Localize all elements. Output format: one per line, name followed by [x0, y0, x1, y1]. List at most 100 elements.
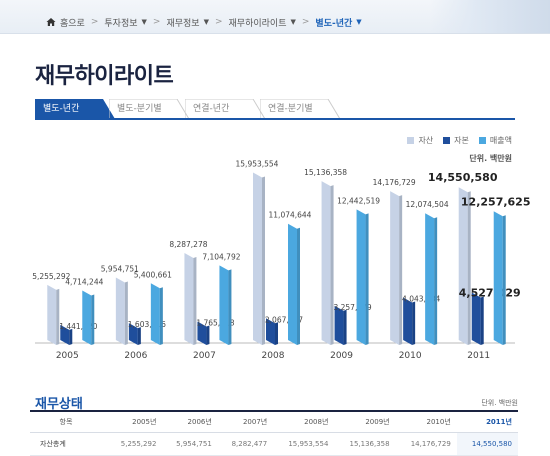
table-cell: 14,550,580 — [456, 432, 518, 456]
data-label-자산-2007: 8,287,278 — [169, 240, 207, 249]
x-tick-label-2009: 2009 — [330, 351, 353, 361]
data-label-매출액-2011: 12,257,625 — [461, 195, 531, 208]
tab-shape — [185, 99, 266, 119]
data-label-자본-2005: 1,441,220 — [59, 322, 97, 331]
bar-side-자산-2007 — [193, 256, 197, 345]
legend-item-asset: 자산 — [407, 135, 433, 146]
data-label-자본-2007: 1,765,218 — [196, 318, 234, 327]
bar-자본-2007 — [197, 321, 207, 345]
table-header: 2007년 — [217, 410, 274, 433]
bar-자본-2011 — [471, 292, 481, 345]
breadcrumb-current-label: 별도-년간 — [315, 18, 353, 29]
bar-자본-2010 — [403, 297, 413, 345]
data-label-자본-2008: 2,067,867 — [265, 315, 303, 324]
breadcrumb-highlight-label: 재무하이라이트 — [228, 18, 287, 29]
table-header: 2006년 — [162, 410, 218, 433]
bar-chart: 5,255,292 1,441,220 4,714,244 2005 5,954,751… — [32, 159, 531, 361]
bar-side-매출액-2011 — [502, 215, 506, 345]
bar-side-자산-2009 — [330, 185, 334, 345]
tab-shape — [109, 99, 190, 119]
bar-side-매출액-2010 — [434, 217, 438, 345]
bar-side-자본-2007 — [206, 325, 210, 345]
breadcrumb-separator: > — [152, 17, 161, 27]
legend-item-sales: 매출액 — [478, 135, 512, 146]
breadcrumb-investment-label: 투자정보 — [104, 18, 138, 29]
breadcrumb: 홈으로 > 투자정보 ▼ > 재무정보 ▼ > 재무하이라이트 ▼ > 별도-년… — [40, 13, 368, 31]
data-label-매출액-2009: 12,442,519 — [337, 196, 380, 205]
breadcrumb-separator: > — [301, 17, 310, 27]
x-tick-label-2007: 2007 — [193, 351, 216, 361]
legend-swatch — [443, 137, 451, 144]
bar-자본-2008 — [266, 318, 275, 345]
table-header: 2009년 — [334, 410, 396, 433]
breadcrumb-investment[interactable]: 투자정보 ▼ — [98, 16, 153, 29]
bar-side-자산-2010 — [399, 195, 403, 345]
bar-side-매출액-2007 — [228, 269, 232, 345]
data-label-매출액-2007: 7,104,792 — [202, 252, 240, 261]
breadcrumb-financial[interactable]: 재무정보 ▼ — [160, 16, 215, 29]
x-tick-label-2005: 2005 — [56, 351, 79, 361]
data-label-자산-2010: 14,176,729 — [373, 178, 416, 187]
breadcrumb-financial-label: 재무정보 — [166, 18, 200, 29]
breadcrumb-separator: > — [90, 17, 99, 27]
tab-underline — [35, 118, 515, 120]
chart-legend: 자산 자본 매출액 — [407, 135, 512, 146]
section-title: 재무상태 — [35, 397, 83, 412]
tab-consolidated-quarterly[interactable]: 연결-분기별 — [260, 99, 341, 119]
table-cell: 8,282,477 — [217, 432, 274, 456]
breadcrumb-home-label: 홈으로 — [60, 18, 85, 29]
breadcrumb-current[interactable]: 별도-년간 ▼ — [309, 16, 367, 29]
x-tick-label-2011: 2011 — [467, 351, 490, 361]
bar-매출액-2007 — [219, 265, 229, 345]
table-row: 자산총계 5,255,292 5,954,751 8,282,477 15,95… — [30, 432, 518, 456]
bar-매출액-2010 — [425, 213, 435, 345]
bar-자본-2005 — [60, 324, 70, 345]
legend-label: 자본 — [454, 136, 469, 145]
bar-매출액-2005 — [82, 290, 92, 345]
tab-consolidated-annual[interactable]: 연결-년간 — [185, 99, 266, 119]
table-header: 2008년 — [273, 410, 335, 433]
tab-label: 별도-년간 — [43, 104, 80, 114]
table-header-row: 항목 2005년 2006년 2007년 2008년 2009년 2010년 2… — [30, 410, 518, 433]
caret-down-icon: ▼ — [141, 18, 147, 26]
bar-side-자산-2011 — [467, 191, 471, 345]
data-label-자산-2005: 5,255,292 — [32, 272, 70, 281]
caret-down-icon: ▼ — [290, 18, 296, 26]
data-label-매출액-2008: 11,074,644 — [269, 211, 312, 220]
bar-자산-2008 — [253, 172, 262, 345]
table-cell: 15,136,358 — [334, 432, 396, 456]
breadcrumb-separator: > — [214, 17, 223, 27]
tab-label: 별도-분기별 — [117, 104, 162, 114]
data-label-자본-2006: 1,603,416 — [128, 320, 166, 329]
table-cell: 자산총계 — [30, 432, 107, 456]
bar-side-매출액-2009 — [365, 213, 369, 345]
page-title: 재무하이라이트 — [35, 64, 174, 89]
breadcrumb-home[interactable]: 홈으로 — [40, 16, 91, 29]
top-banner: 홈으로 > 투자정보 ▼ > 재무정보 ▼ > 재무하이라이트 ▼ > 별도-년… — [0, 0, 550, 34]
legend-swatch — [407, 137, 415, 144]
bar-자산-2009 — [321, 181, 331, 345]
tab-shape — [260, 99, 341, 119]
tab-shape — [35, 99, 115, 119]
table-cell: 5,255,292 — [107, 432, 163, 456]
x-tick-label-2010: 2010 — [399, 351, 422, 361]
legend-label: 매출액 — [489, 136, 512, 145]
tab-separate-annual[interactable]: 별도-년간 — [35, 99, 115, 119]
bar-매출액-2011 — [493, 211, 503, 345]
table-header: 2005년 — [107, 410, 163, 433]
bar-side-자본-2009 — [343, 309, 347, 345]
bar-자본-2006 — [128, 323, 138, 345]
table-header: 항목 — [30, 410, 107, 433]
bar-side-자본-2008 — [275, 322, 278, 345]
data-label-자본-2009: 3,257,579 — [333, 303, 371, 312]
data-label-자산-2008: 15,953,554 — [236, 159, 279, 168]
home-icon — [46, 18, 56, 26]
bar-side-매출액-2006 — [159, 287, 163, 345]
data-label-자산-2009: 15,136,358 — [304, 168, 347, 177]
table-cell: 5,954,751 — [162, 432, 218, 456]
tab-separate-quarterly[interactable]: 별도-분기별 — [109, 99, 190, 119]
bar-side-자본-2010 — [412, 301, 416, 345]
breadcrumb-highlight[interactable]: 재무하이라이트 ▼ — [223, 16, 302, 29]
data-label-자산-2006: 5,954,751 — [101, 264, 139, 273]
tab-label: 연결-분기별 — [268, 104, 313, 114]
